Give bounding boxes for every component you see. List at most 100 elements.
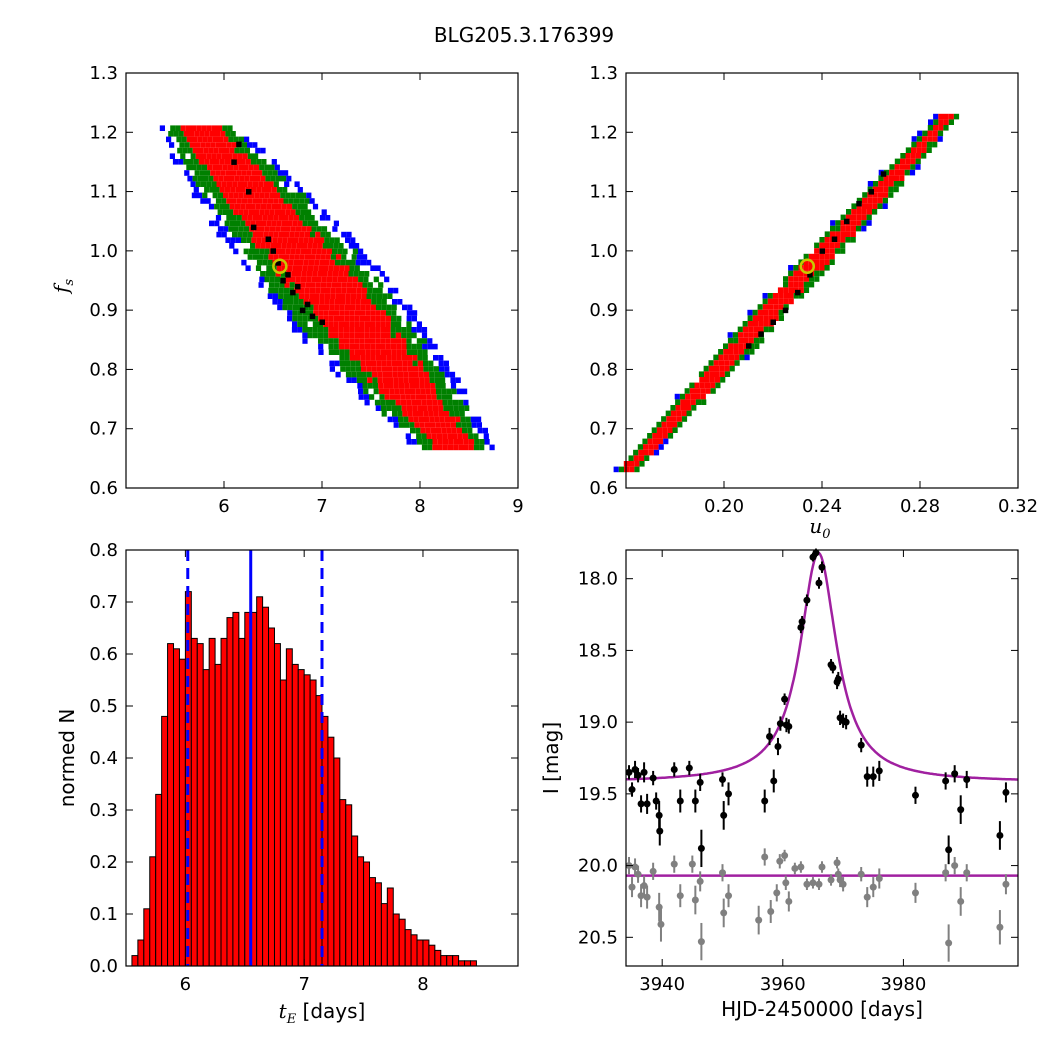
data-point (911, 889, 919, 897)
histogram-bar (452, 955, 460, 967)
p1-cell-inner (395, 394, 401, 400)
p2-cell-inner (793, 270, 799, 277)
p1-cell-inner (337, 276, 343, 283)
data-point (776, 720, 784, 728)
histogram-bar (268, 627, 275, 967)
p2-ytick-label: 1.0 (589, 241, 618, 262)
data-point (725, 892, 733, 900)
p1-cell-outer (357, 383, 363, 389)
p1-cell-inner (375, 321, 381, 327)
p2-core-point (856, 200, 862, 207)
histogram-bar (226, 617, 234, 967)
p2-cell-inner (803, 276, 809, 282)
p1-cell-mid (190, 153, 196, 159)
p1-cell-inner (280, 248, 286, 255)
p1-cell-inner (354, 327, 360, 333)
p1-cell-mid (256, 259, 263, 266)
p2-cell-outer (653, 449, 660, 456)
p1-cell-inner (319, 237, 325, 243)
p1-cell-inner (419, 377, 425, 383)
p1-cell-inner (243, 192, 249, 199)
p1-cell-inner (371, 371, 378, 378)
p1-cell-mid (233, 226, 239, 232)
p1-cell-outer (215, 215, 222, 221)
p1-cell-outer (455, 377, 461, 383)
p1-cell-mid (209, 187, 215, 193)
p1-cell-mid (412, 360, 418, 367)
p1-cell-inner (225, 170, 231, 176)
p1-cell-mid (434, 371, 440, 378)
p2-cell-inner (719, 371, 725, 377)
p1-cell-mid (381, 299, 387, 305)
p1-cell-inner (336, 282, 342, 288)
data-point (827, 876, 835, 884)
p1-cell-outer (411, 315, 417, 322)
p2-cell-inner (656, 427, 663, 433)
p1-cell-inner (382, 377, 388, 383)
p2-cell-inner (840, 225, 846, 232)
p1-cell-mid (376, 293, 383, 299)
p1-cell-inner (338, 338, 344, 344)
data-point (676, 797, 684, 805)
p1-cell-inner (355, 355, 361, 361)
histogram-bar (469, 960, 477, 967)
p2-cell-mid (637, 444, 643, 450)
p1-cell-inner (336, 254, 342, 260)
p2-cell-mid (656, 421, 662, 428)
histogram-bar (404, 929, 412, 967)
p2-cell-inner (666, 416, 672, 422)
p2-ytick-label: 1.1 (589, 182, 618, 203)
p1-cell-mid (464, 405, 470, 411)
data-point (637, 800, 645, 808)
data-point (718, 776, 726, 784)
p2-cell-mid (710, 388, 716, 394)
p2-cell-inner (714, 377, 721, 383)
p1-cell-mid (240, 220, 246, 227)
p1-cell-mid (217, 192, 223, 199)
p1-cell-outer (318, 343, 324, 350)
p2-xtick-label: 0.20 (704, 496, 744, 517)
p1-cell-inner (421, 394, 427, 400)
p1-cell-inner (384, 394, 390, 400)
p2-xtick-label: 0.28 (900, 496, 940, 517)
p2-cell-inner (877, 197, 883, 204)
p1-cell-mid (293, 293, 299, 299)
p2-cell-mid (835, 220, 841, 226)
p2-cell-inner (723, 349, 729, 355)
data-point (945, 846, 953, 854)
p1-cell-mid (380, 399, 386, 406)
p1-cell-inner (235, 187, 241, 193)
p1-cell-inner (412, 355, 418, 361)
p1-cell-inner (458, 444, 464, 451)
p3-ytick-label: 0.4 (89, 748, 118, 769)
p4-ytick-label: 18.0 (578, 569, 618, 590)
p1-cell-outer (172, 159, 179, 165)
p1-cell-inner (380, 338, 386, 344)
p2-cell-mid (904, 169, 910, 176)
p1-cell-inner (356, 293, 362, 299)
p1-cell-outer (335, 371, 341, 378)
p2-cell-inner (742, 326, 749, 333)
p1-cell-inner (255, 203, 261, 210)
p2-cell-mid (737, 326, 743, 333)
p1-cell-inner (306, 226, 312, 232)
p2-cell-inner (861, 209, 867, 215)
p1-cell-inner (309, 293, 315, 299)
p2-cell-inner (845, 214, 851, 221)
p2-cell-mid (723, 343, 729, 349)
data-point (803, 596, 811, 604)
p1-cell-outer (291, 327, 298, 333)
p2-cell-mid (809, 281, 815, 288)
p1-cell-mid (260, 271, 266, 277)
p2-cell-outer (788, 265, 794, 271)
p1-cell-mid (465, 416, 471, 423)
p2-cell-mid (793, 265, 799, 271)
p1-cell-outer (245, 265, 251, 271)
data-point (691, 896, 699, 904)
p1-cell-inner (328, 327, 334, 333)
p1-cell-mid (350, 366, 356, 372)
p1-cell-inner (213, 147, 219, 154)
p2-ytick-label: 1.3 (589, 63, 618, 84)
p2-cell-inner (910, 158, 916, 165)
data-point (697, 844, 705, 852)
